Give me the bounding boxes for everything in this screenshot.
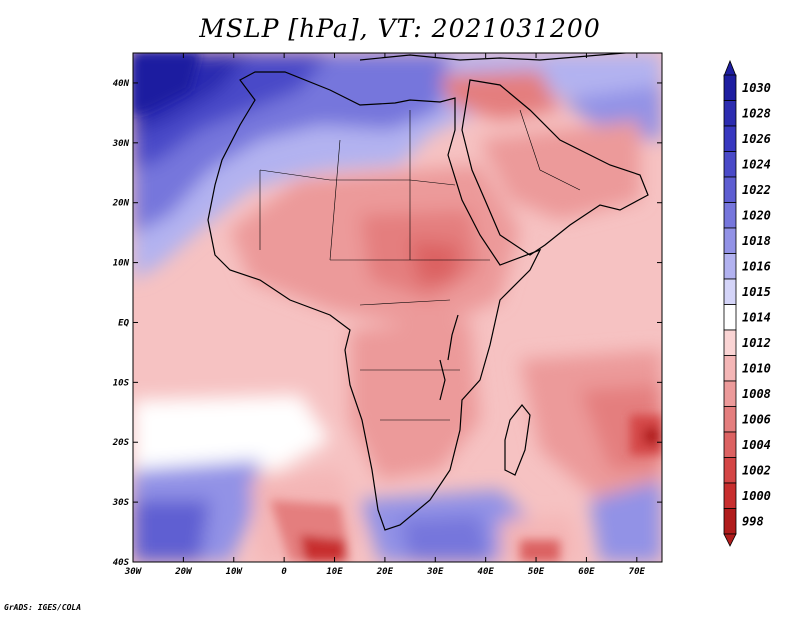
- colorbar-swatch: [723, 482, 737, 509]
- grads-credit: GrADS: IGES/COLA: [4, 603, 82, 612]
- x-axis: 30W 20W 10W 0 10E 20E 30E 40E 50E 60E 70E: [124, 53, 646, 577]
- x-tick-label: 30E: [426, 567, 444, 577]
- x-tick-label: 40E: [478, 567, 495, 577]
- colorbar-label: 1026: [742, 132, 771, 146]
- colorbar-swatch: [723, 253, 737, 280]
- x-tick-label: 0: [281, 567, 287, 577]
- colorbar-swatch: [723, 176, 737, 203]
- colorbar-swatch: [723, 100, 737, 127]
- colorbar-swatch: [723, 151, 737, 178]
- y-tick-label: 10S: [113, 378, 130, 388]
- y-tick-label: 30S: [112, 498, 130, 508]
- pressure-field-map: [133, 53, 662, 562]
- colorbar-label: 1018: [742, 234, 771, 248]
- colorbar-label: 1022: [742, 183, 771, 197]
- colorbar-max-arrow: [723, 59, 737, 77]
- colorbar-label: 1024: [742, 157, 771, 171]
- colorbar-label: 1020: [742, 208, 771, 222]
- y-tick-label: 10N: [113, 259, 130, 269]
- y-tick-label: 20S: [112, 438, 130, 448]
- colorbar-min-arrow: [723, 533, 737, 547]
- colorbar-label: 1016: [742, 259, 771, 273]
- colorbar-swatch: [723, 329, 737, 356]
- y-axis: 40N 30N 20N 10N EQ 10S 20S 30S 40S: [112, 79, 662, 568]
- colorbar-swatch: [723, 355, 737, 382]
- y-tick-label: 30N: [112, 139, 130, 149]
- x-tick-label: 30W: [124, 567, 143, 577]
- x-tick-label: 20W: [174, 567, 193, 577]
- colorbar: 1030 1028 1026 1024 1022 1020 1018 1016 1015 1014…: [723, 59, 771, 547]
- colorbar-label: 1014: [742, 310, 771, 324]
- x-tick-label: 10E: [326, 567, 343, 577]
- colorbar-swatch: [723, 431, 737, 458]
- y-tick-label: 40S: [113, 558, 130, 568]
- colorbar-swatch: [723, 304, 737, 331]
- country-borders: [259, 109, 581, 421]
- y-tick-label: 20N: [112, 199, 130, 209]
- colorbar-label: 1002: [742, 463, 771, 477]
- colorbar-label: 1012: [742, 336, 771, 350]
- colorbar-label: 1010: [742, 361, 771, 375]
- x-tick-label: 70E: [629, 567, 646, 577]
- colorbar-label: 998: [742, 514, 764, 528]
- colorbar-swatch: [723, 406, 737, 433]
- colorbar-label: 1028: [742, 106, 771, 120]
- map-frame: [132, 52, 663, 563]
- colorbar-swatch: [723, 202, 737, 229]
- x-tick-label: 50E: [528, 567, 545, 577]
- chart-title: MSLP [hPa], VT: 2021031200: [199, 14, 601, 43]
- x-tick-label: 20E: [376, 567, 394, 577]
- colorbar-swatch: [723, 74, 737, 101]
- colorbar-swatch: [723, 125, 737, 152]
- colorbar-swatch: [723, 457, 737, 484]
- colorbar-swatch: [723, 508, 737, 535]
- colorbar-label: 1004: [742, 438, 771, 452]
- colorbar-label: 1008: [742, 387, 771, 401]
- colorbar-label: 1006: [742, 412, 771, 426]
- coastlines: [207, 53, 649, 531]
- y-tick-label: 40N: [113, 79, 130, 89]
- x-tick-label: 60E: [578, 567, 595, 577]
- colorbar-swatch: [723, 380, 737, 407]
- colorbar-swatch: [723, 227, 737, 254]
- colorbar-label: 1000: [742, 489, 771, 503]
- x-tick-label: 10W: [226, 567, 244, 577]
- colorbar-label: 1015: [742, 285, 771, 299]
- colorbar-swatch: [723, 278, 737, 305]
- y-tick-label: EQ: [118, 318, 129, 328]
- colorbar-label: 1030: [742, 81, 771, 95]
